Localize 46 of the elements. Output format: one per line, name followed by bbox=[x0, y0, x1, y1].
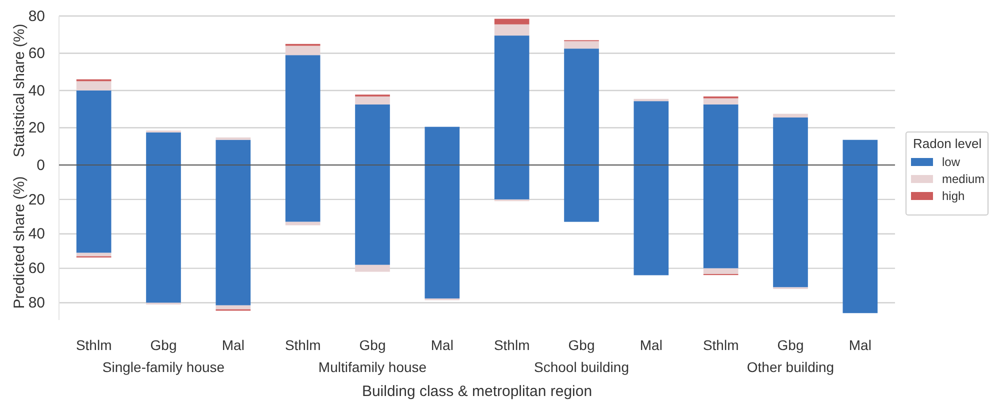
y-tick-label: 20 bbox=[28, 191, 45, 208]
x-tick-label: Gbg bbox=[568, 336, 595, 353]
bar bbox=[285, 46, 320, 56]
bar bbox=[76, 81, 112, 90]
x-tick-label: Sthlm bbox=[284, 336, 321, 353]
bar bbox=[494, 24, 530, 36]
x-tick-label: Sthlm bbox=[494, 336, 530, 353]
bar bbox=[355, 96, 390, 104]
y-tick-label: 80 bbox=[28, 294, 45, 312]
bar bbox=[564, 41, 599, 49]
x-tick-label: Gbg bbox=[777, 336, 804, 353]
x-tick-label: Mal bbox=[848, 336, 872, 353]
bar bbox=[216, 305, 251, 310]
y-tick-label: 20 bbox=[28, 120, 45, 137]
y-axis-title: Statistical share (%) bbox=[11, 24, 28, 158]
x-tick-label: Gbg bbox=[150, 336, 177, 353]
text: Multifamily house bbox=[318, 359, 427, 375]
legend-label: low bbox=[942, 155, 960, 169]
x-tick-label: Sthlm bbox=[702, 336, 739, 353]
bar bbox=[216, 137, 251, 140]
x-tick-label: Gbg bbox=[359, 336, 386, 353]
y-tick-label: 80 bbox=[28, 8, 45, 25]
legend-label: high bbox=[942, 189, 965, 203]
y-tick-label: 60 bbox=[28, 45, 45, 62]
legend-title: Radon level bbox=[913, 136, 982, 151]
bar bbox=[773, 114, 808, 118]
bar bbox=[703, 268, 738, 274]
text: School building bbox=[534, 359, 629, 375]
x-axis-title: Building class & metroplitan region bbox=[362, 383, 592, 400]
x-tick-label: Mal bbox=[222, 336, 244, 353]
bar bbox=[494, 18, 530, 24]
y-tick-label: 0 bbox=[36, 156, 45, 174]
bar bbox=[355, 264, 390, 272]
y-axis-title: Predicted share (%) bbox=[11, 176, 28, 309]
y-tick-label: 60 bbox=[28, 260, 45, 278]
y-tick-label: 40 bbox=[28, 226, 45, 243]
x-tick-label: Sthlm bbox=[76, 336, 112, 353]
bar bbox=[285, 222, 320, 226]
legend-label: medium bbox=[942, 172, 985, 186]
bar bbox=[703, 98, 738, 104]
bar bbox=[76, 252, 112, 256]
x-tick-label: Mal bbox=[640, 336, 662, 353]
x-tick-label: Mal bbox=[430, 336, 454, 353]
text: Other building bbox=[746, 359, 834, 375]
y-tick-label: 40 bbox=[28, 82, 45, 100]
text: Single-family house bbox=[102, 359, 225, 375]
